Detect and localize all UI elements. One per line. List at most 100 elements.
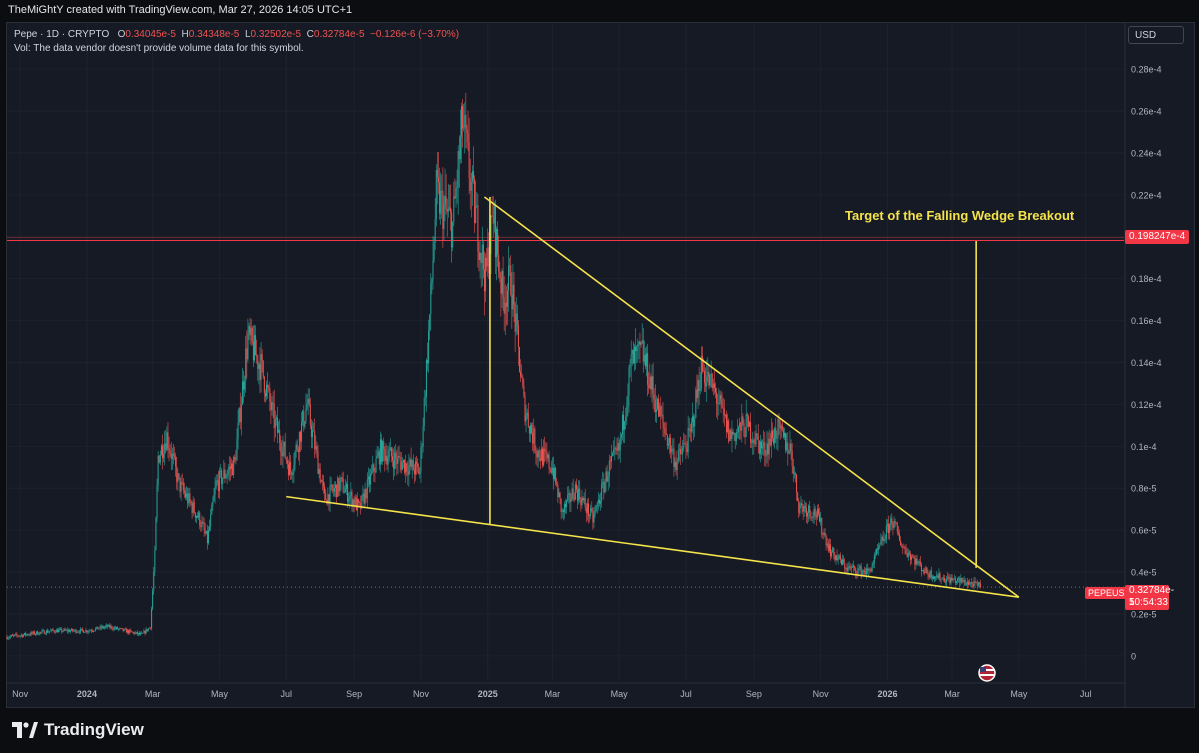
candle-up (333, 488, 335, 492)
y-tick-label: 0.24e-4 (1131, 148, 1162, 158)
candle-up (872, 563, 874, 566)
candle-down (717, 403, 719, 405)
candle-up (540, 448, 542, 461)
candle-up (302, 410, 304, 423)
candle-down (544, 448, 546, 451)
candle-down (185, 492, 187, 498)
candle-down (585, 507, 587, 514)
candle-up (533, 428, 535, 444)
candle-up (893, 521, 895, 528)
candle-up (889, 523, 891, 533)
candle-up (20, 634, 22, 636)
candle-up (375, 458, 377, 472)
candle-down (90, 630, 92, 632)
candle-down (684, 443, 686, 444)
candle-down (486, 257, 488, 267)
candle-down (149, 627, 151, 629)
candle-up (448, 207, 450, 209)
candle-down (446, 209, 448, 212)
candle-down (206, 531, 208, 544)
candle-down (900, 540, 902, 546)
candle-up (245, 348, 247, 381)
candle-up (318, 468, 320, 474)
candle-down (139, 632, 141, 635)
candle-up (612, 453, 614, 456)
candle-down (273, 403, 275, 429)
x-tick-label: Sep (346, 689, 362, 699)
candle-down (653, 394, 655, 400)
candle-down (908, 552, 910, 554)
candle-up (62, 631, 64, 632)
candle-up (420, 447, 422, 472)
candle-up (41, 630, 43, 632)
candle-up (95, 628, 97, 631)
candle-up (180, 481, 182, 492)
candle-up (377, 451, 379, 457)
candle-down (450, 207, 452, 213)
candle-up (835, 555, 837, 560)
candle-up (807, 512, 809, 517)
candle-up (49, 631, 51, 633)
candle-up (7, 638, 9, 640)
candle-down (722, 407, 724, 409)
price-chart[interactable]: Target of the Falling Wedge Breakout 0 0.… (0, 0, 1199, 710)
candle-down (830, 544, 832, 557)
candle-up (770, 430, 772, 446)
candle-down (181, 481, 183, 483)
candle-down (324, 486, 326, 493)
candle-down (179, 477, 181, 492)
candle-down (542, 448, 544, 466)
candle-up (911, 556, 913, 560)
candle-down (199, 512, 201, 526)
y-tick-label: 0.1e-4 (1131, 442, 1157, 452)
candle-up (447, 208, 449, 212)
candle-down (516, 313, 518, 326)
candle-up (890, 518, 892, 524)
candle-down (286, 459, 288, 465)
candle-down (399, 456, 401, 462)
candle-up (950, 577, 952, 584)
candle-down (689, 429, 691, 432)
candle-up (350, 491, 352, 496)
candle-down (78, 631, 80, 633)
candle-up (343, 492, 345, 494)
candle-down (285, 457, 287, 460)
candle-down (170, 453, 172, 459)
candle-down (939, 573, 941, 581)
candle-up (134, 632, 136, 635)
symbol-name[interactable]: Pepe · 1D · CRYPTO (14, 29, 110, 40)
candle-up (859, 566, 861, 569)
candle-down (68, 630, 70, 632)
candle-down (932, 576, 934, 580)
candle-down (384, 449, 386, 461)
y-tick-label: 0.16e-4 (1131, 316, 1162, 326)
candle-down (663, 422, 665, 429)
wedge-target-annotation[interactable]: Target of the Falling Wedge Breakout (845, 208, 1075, 223)
candle-up (48, 631, 50, 633)
candle-up (784, 432, 786, 438)
candle-up (643, 354, 645, 362)
candle-down (29, 634, 31, 636)
candle-down (404, 460, 406, 473)
candle-up (470, 181, 472, 191)
candle-up (479, 252, 481, 261)
candle-up (216, 480, 218, 482)
candle-down (698, 380, 700, 391)
candle-down (317, 451, 319, 474)
candle-down (436, 169, 438, 178)
candle-up (960, 577, 962, 583)
candle-down (132, 632, 134, 633)
candle-up (633, 346, 635, 364)
candle-down (303, 410, 305, 427)
candle-down (809, 505, 811, 513)
candle-down (217, 480, 219, 491)
flag-canton (980, 667, 986, 672)
tradingview-logo[interactable]: TradingView (12, 718, 144, 742)
candle-up (76, 631, 78, 633)
candle-down (27, 634, 29, 636)
candle-up (667, 443, 669, 446)
candle-down (473, 171, 475, 179)
candle-up (389, 447, 391, 451)
candle-down (396, 458, 398, 464)
currency-selector[interactable]: USD (1128, 26, 1184, 44)
